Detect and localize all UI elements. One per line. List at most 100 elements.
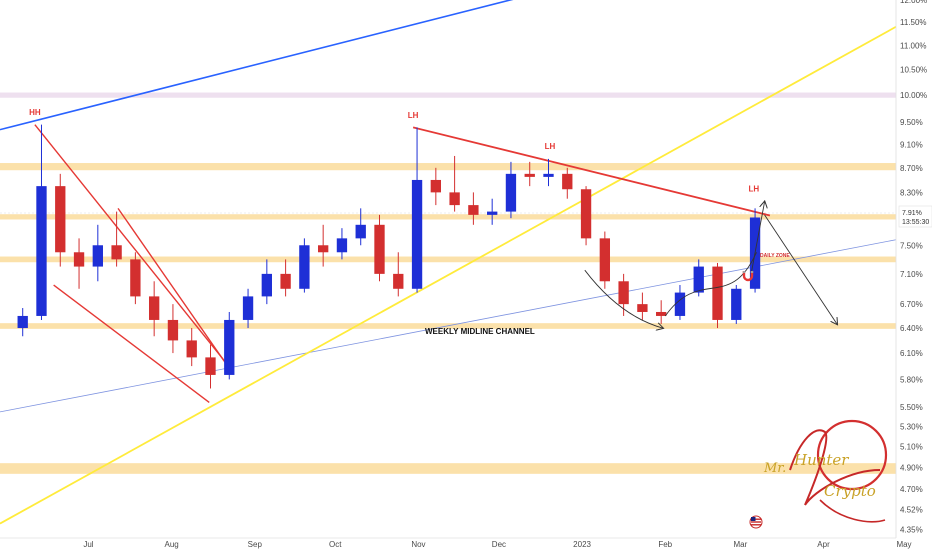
candle-37 — [712, 262, 723, 329]
trendlines — [0, 0, 897, 525]
candle-2 — [55, 173, 66, 267]
y-tick-label: 8.30% — [900, 188, 923, 197]
x-tick-label: Feb — [658, 540, 672, 549]
y-tick-label: 4.90% — [900, 463, 923, 472]
svg-text:7.91%: 7.91% — [902, 210, 922, 217]
x-tick-label: Oct — [329, 540, 342, 549]
pattern-label-lh-1: LH — [408, 111, 419, 120]
y-tick-label: 7.10% — [900, 270, 923, 279]
candle-18 — [355, 208, 366, 246]
candle-17 — [336, 228, 348, 260]
candle-28 — [543, 158, 554, 187]
x-tick-label: Nov — [411, 540, 425, 549]
zone-band-1 — [0, 163, 896, 171]
candle-33 — [637, 292, 648, 320]
trendline-0[interactable] — [0, 0, 520, 131]
us-flag-icon[interactable] — [749, 515, 763, 529]
trendline-5[interactable] — [53, 284, 210, 403]
candle-16 — [317, 224, 329, 267]
y-tick-label: 11.00% — [900, 41, 927, 50]
y-tick-label: 5.80% — [900, 375, 923, 384]
x-tick-label: Mar — [733, 540, 747, 549]
candle-13 — [261, 259, 272, 305]
candle-6 — [130, 252, 141, 305]
magnet-icon — [742, 271, 754, 282]
candle-8 — [167, 304, 179, 354]
y-tick-label: 4.52% — [900, 506, 923, 515]
y-tick-label: 9.50% — [900, 118, 923, 127]
candle-4 — [92, 224, 103, 282]
y-tick-label: 7.50% — [900, 241, 923, 250]
projection-arrow-0[interactable] — [584, 269, 663, 328]
candle-14 — [280, 259, 291, 297]
svg-text:13:55:30: 13:55:30 — [902, 219, 929, 226]
svg-text:Crypto: Crypto — [824, 482, 876, 500]
candle-22 — [430, 167, 441, 206]
x-tick-label: Jul — [83, 540, 93, 549]
x-tick-label: Aug — [165, 540, 179, 549]
x-tick-label: 2023 — [573, 540, 591, 549]
trendline-2[interactable] — [0, 25, 897, 525]
recovery-curve[interactable] — [664, 252, 757, 317]
candle-0 — [17, 308, 28, 337]
candle-20 — [393, 252, 404, 297]
projection-arrow-1[interactable] — [750, 202, 764, 274]
candle-11 — [224, 311, 235, 380]
trendline-3[interactable] — [412, 126, 771, 217]
trendline-6[interactable] — [117, 207, 232, 371]
weekly-midline-channel-label: WEEKLY MIDLINE CHANNEL — [425, 327, 535, 336]
y-tick-label: 6.40% — [900, 324, 923, 333]
candle-12 — [242, 288, 254, 329]
daily-zone-label: DAILY ZONE — [760, 253, 790, 259]
x-tick-label: Sep — [248, 540, 263, 549]
y-tick-label: 5.30% — [900, 422, 923, 431]
y-tick-label: 9.10% — [900, 140, 923, 149]
price-axis[interactable] — [896, 0, 932, 538]
y-tick-label: 10.50% — [900, 66, 927, 75]
candle-29 — [562, 167, 573, 199]
y-tick-label: 6.10% — [900, 349, 923, 358]
svg-text:Hunter: Hunter — [793, 451, 849, 469]
candle-38 — [731, 285, 742, 324]
pattern-label-hh-0: HH — [29, 108, 41, 117]
time-axis[interactable] — [0, 538, 932, 550]
svg-text:Mr.: Mr. — [763, 461, 786, 476]
time-axis-labels: Jul Aug Sep Oct Nov Dec 2023 Feb Mar Apr May — [83, 540, 911, 549]
candle-25 — [487, 198, 498, 225]
projection-arrow-2[interactable] — [764, 214, 837, 324]
y-tick-label: 10.00% — [900, 91, 927, 100]
candle-19 — [374, 214, 385, 282]
candle-15 — [299, 238, 310, 293]
y-tick-label: 11.50% — [900, 18, 927, 27]
candle-26 — [505, 161, 517, 219]
y-tick-label: 8.70% — [900, 164, 923, 173]
zone-band-3 — [0, 256, 896, 263]
candle-21 — [411, 127, 423, 293]
y-tick-label: 12.00% — [900, 0, 927, 5]
candle-24 — [468, 192, 479, 225]
candle-35 — [674, 285, 686, 320]
zone-band-5 — [0, 463, 896, 474]
watermark-logo: Mr. Hunter Crypto — [763, 419, 888, 523]
pattern-label-lh-3: LH — [748, 185, 759, 194]
y-tick-label: 6.70% — [900, 300, 923, 309]
candlestick-series — [17, 124, 761, 389]
y-tick-label: 5.10% — [900, 443, 923, 452]
trendline-4[interactable] — [34, 124, 232, 370]
candle-9 — [186, 328, 197, 367]
candle-31 — [599, 231, 611, 289]
candle-34 — [656, 300, 667, 324]
candle-1 — [36, 124, 47, 320]
pattern-label-lh-2: LH — [545, 142, 556, 151]
candle-23 — [449, 155, 460, 212]
x-tick-label: May — [896, 540, 911, 549]
candle-5 — [111, 211, 122, 267]
x-tick-label: Apr — [817, 540, 830, 549]
zone-band-2 — [0, 214, 896, 220]
trendline-1[interactable] — [0, 239, 897, 413]
candle-7 — [148, 281, 160, 337]
pattern-labels: HH LH LH LH — [29, 108, 759, 193]
y-tick-label: 4.35% — [900, 526, 923, 535]
current-price-tag: 7.91% 13:55:30 — [898, 205, 932, 228]
